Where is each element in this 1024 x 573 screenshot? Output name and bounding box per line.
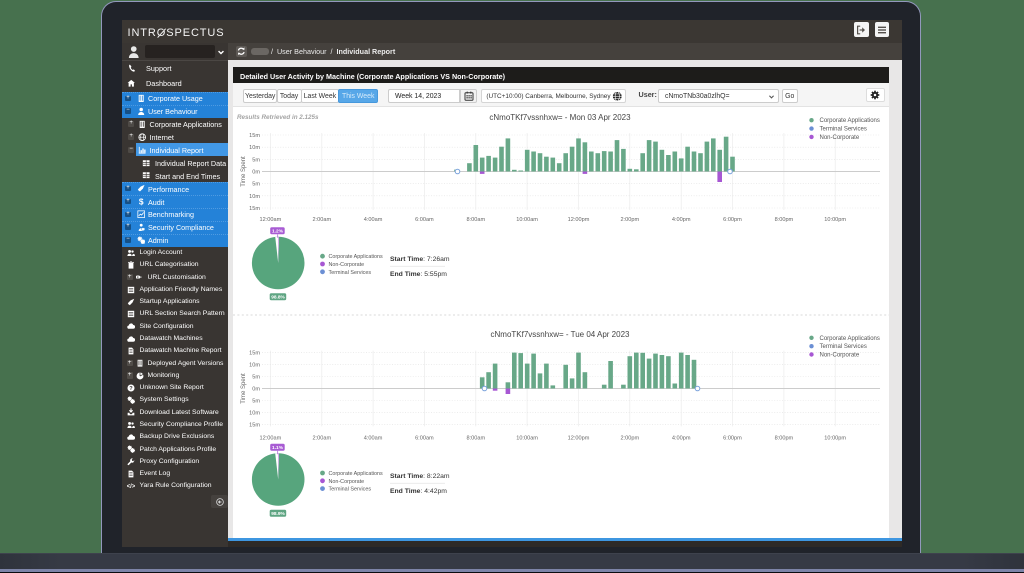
svg-text:8:00pm: 8:00pm (775, 217, 794, 223)
svg-text:Corporate Applications: Corporate Applications (329, 471, 384, 477)
svg-text:2:00am: 2:00am (312, 217, 331, 223)
svg-text:Corporate Applications: Corporate Applications (820, 118, 880, 124)
svg-text:Non-Corporate: Non-Corporate (329, 479, 365, 485)
svg-text:Results Retrieved in 2.125s: Results Retrieved in 2.125s (237, 114, 319, 121)
svg-text:5m: 5m (252, 182, 260, 188)
svg-text:8:00am: 8:00am (466, 435, 485, 441)
svg-text:12:00am: 12:00am (260, 435, 282, 441)
svg-text:0m: 0m (252, 387, 260, 393)
svg-text:6:00pm: 6:00pm (723, 435, 742, 441)
svg-text:Non-Corporate: Non-Corporate (329, 262, 365, 268)
svg-text:Terminal Services: Terminal Services (820, 344, 867, 350)
svg-text:6:00am: 6:00am (415, 217, 434, 223)
svg-text:10m: 10m (249, 363, 260, 369)
svg-text:5m: 5m (252, 375, 260, 381)
svg-text:2:00pm: 2:00pm (620, 217, 639, 223)
svg-text:4:00pm: 4:00pm (672, 435, 691, 441)
svg-text:12:00pm: 12:00pm (568, 217, 590, 223)
svg-text:15m: 15m (249, 422, 260, 428)
svg-text:10:00pm: 10:00pm (824, 435, 846, 441)
svg-text:8:00am: 8:00am (466, 217, 485, 223)
svg-text:98.8%: 98.8% (271, 295, 285, 301)
svg-text:15m: 15m (249, 206, 260, 212)
svg-text:10:00pm: 10:00pm (824, 217, 846, 223)
svg-text:5m: 5m (252, 157, 260, 163)
svg-text:Time Spent: Time Spent (241, 373, 247, 404)
svg-text:12:00am: 12:00am (260, 217, 282, 223)
svg-text:1.2%: 1.2% (272, 229, 284, 235)
svg-text:15m: 15m (249, 351, 260, 357)
svg-text:10:00am: 10:00am (516, 217, 538, 223)
svg-text:10:00am: 10:00am (516, 435, 538, 441)
svg-text:12:00pm: 12:00pm (568, 435, 590, 441)
svg-text:10m: 10m (249, 145, 260, 151)
svg-text:5m: 5m (252, 399, 260, 405)
svg-text:Terminal Services: Terminal Services (329, 487, 372, 493)
svg-text:8:00pm: 8:00pm (775, 435, 794, 441)
svg-text:End Time: 4:42pm: End Time: 4:42pm (390, 488, 447, 495)
svg-text:2:00am: 2:00am (312, 435, 331, 441)
svg-text:2:00pm: 2:00pm (620, 435, 639, 441)
svg-text:98.9%: 98.9% (271, 511, 285, 517)
svg-text:6:00am: 6:00am (415, 435, 434, 441)
svg-text:Terminal Services: Terminal Services (820, 127, 867, 133)
svg-text:?: ? (129, 386, 133, 392)
svg-text:Time Spent: Time Spent (241, 156, 247, 187)
svg-text:4:00am: 4:00am (364, 217, 383, 223)
svg-text:1.1%: 1.1% (272, 445, 284, 451)
svg-text:10m: 10m (249, 410, 260, 416)
svg-text:cNmoTKf7vssnhxw= - Tue 04 Apr: cNmoTKf7vssnhxw= - Tue 04 Apr 2023 (491, 330, 631, 339)
svg-text:$: $ (139, 197, 144, 205)
svg-text:4:00pm: 4:00pm (672, 217, 691, 223)
svg-text:End Time: 5:55pm: End Time: 5:55pm (390, 271, 447, 278)
svg-text:cNmoTKf7vssnhxw= - Mon 03 Apr: cNmoTKf7vssnhxw= - Mon 03 Apr 2023 (489, 113, 631, 122)
svg-text:0m: 0m (252, 170, 260, 176)
svg-text:4:00am: 4:00am (364, 435, 383, 441)
svg-text:Corporate Applications: Corporate Applications (820, 336, 880, 342)
svg-text:10m: 10m (249, 194, 260, 200)
svg-text:Non-Corporate: Non-Corporate (820, 353, 860, 359)
svg-text:Corporate Applications: Corporate Applications (329, 254, 384, 260)
svg-text:6:00pm: 6:00pm (723, 217, 742, 223)
svg-text:Terminal Services: Terminal Services (329, 270, 372, 276)
svg-text:15m: 15m (249, 133, 260, 139)
svg-text:Non-Corporate: Non-Corporate (820, 135, 860, 141)
svg-text:Start Time: 7:26am: Start Time: 7:26am (390, 256, 450, 263)
svg-text:Start Time: 8:22am: Start Time: 8:22am (390, 473, 450, 480)
svg-text:</>: </> (127, 484, 135, 490)
